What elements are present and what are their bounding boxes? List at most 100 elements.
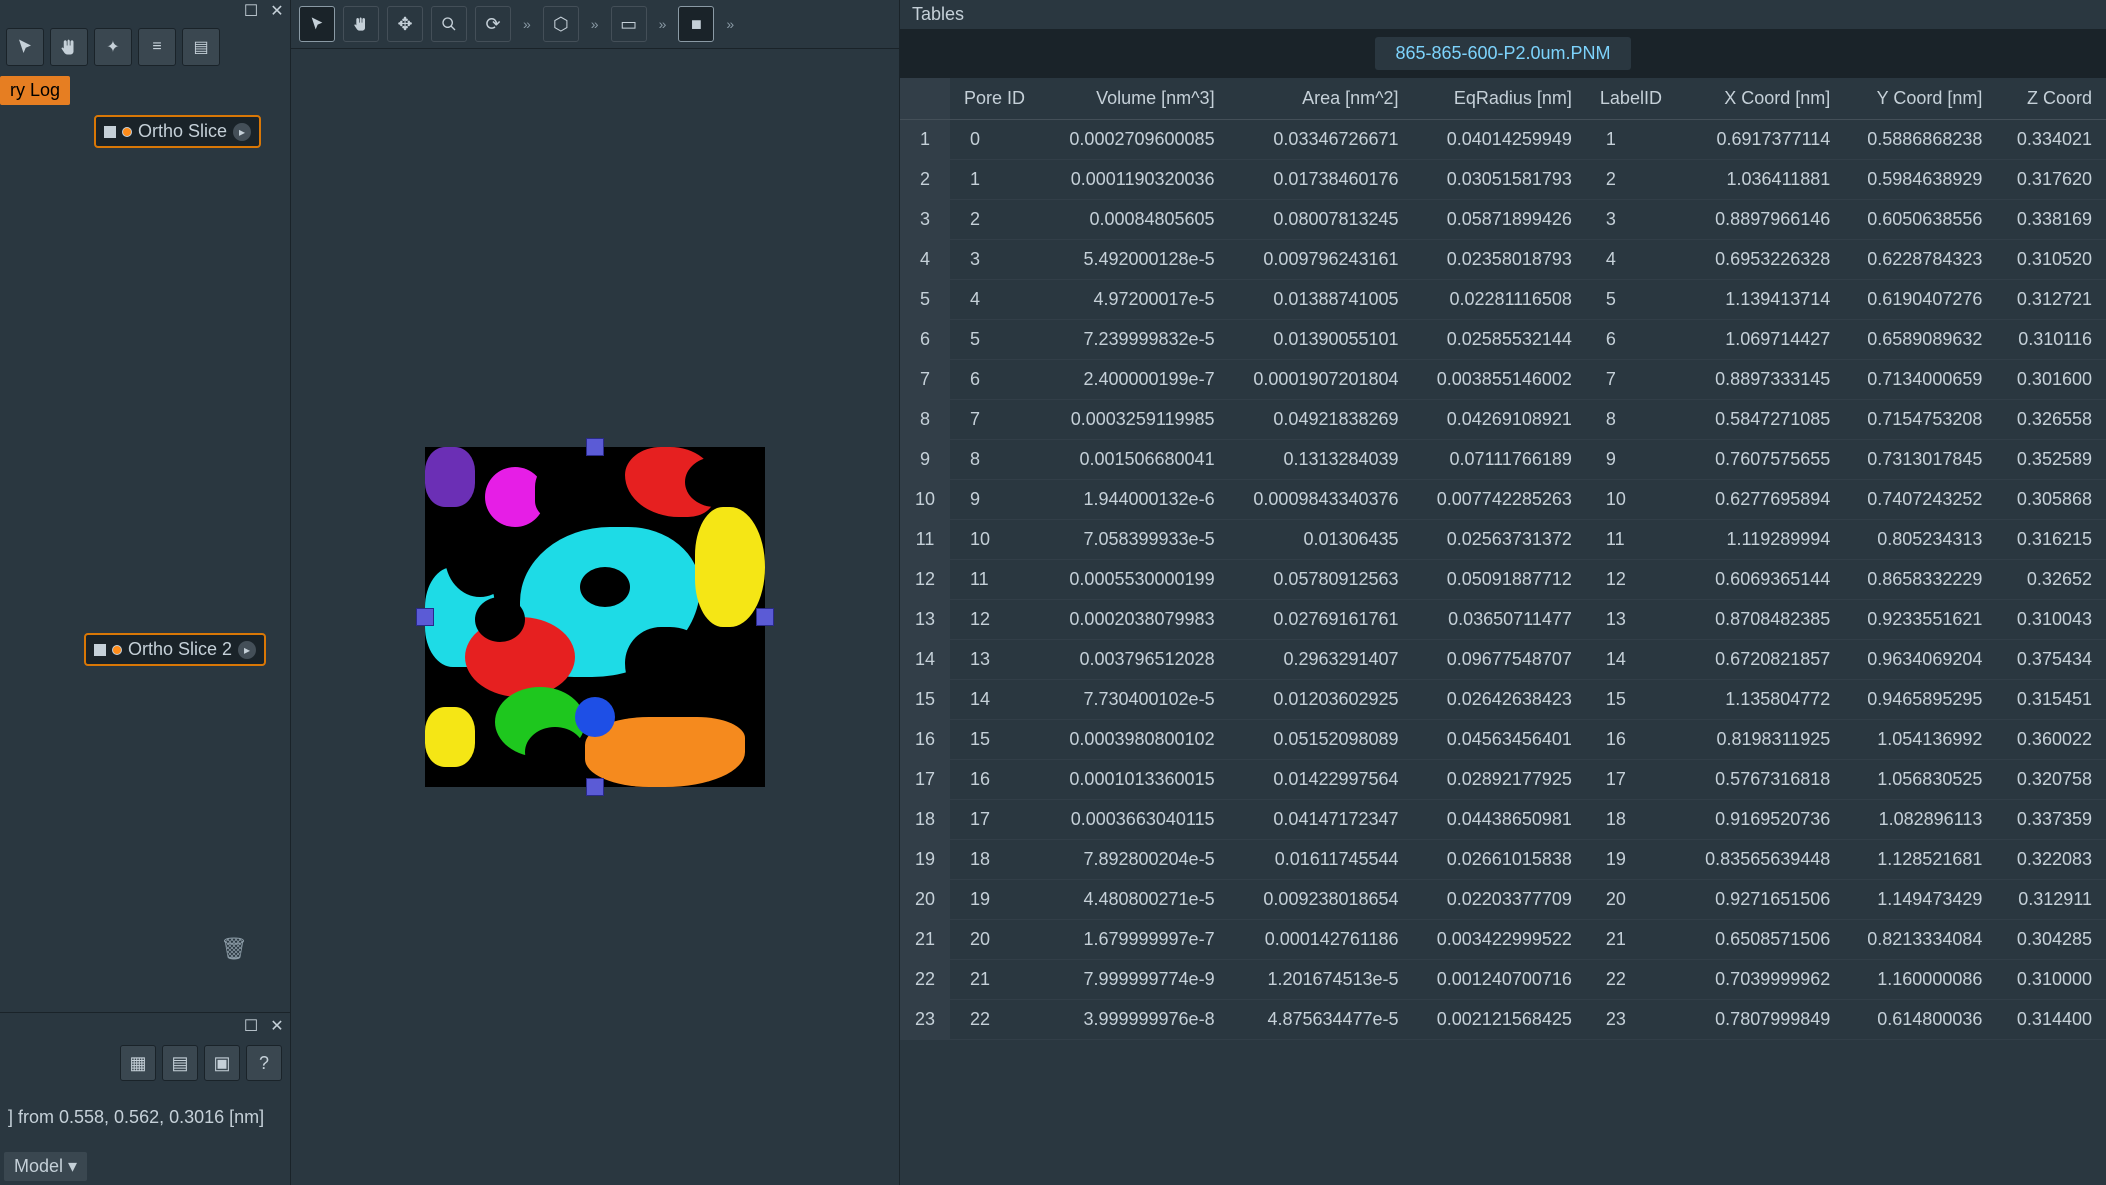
card-view-icon[interactable]: ▣	[204, 1045, 240, 1081]
table-cell: 0.5767316818	[1682, 760, 1845, 800]
data-table-scroll[interactable]: Pore IDVolume [nm^3]Area [nm^2]EqRadius …	[900, 78, 2106, 1185]
tables-tab[interactable]: Tables	[900, 0, 2106, 29]
help-icon[interactable]: ?	[246, 1045, 282, 1081]
table-row[interactable]: 320.000848056050.080078132450.0587189942…	[900, 200, 2106, 240]
table-row[interactable]: 22217.999999774e-91.201674513e-50.001240…	[900, 960, 2106, 1000]
table-row[interactable]: 20194.480800271e-50.0092380186540.022033…	[900, 880, 2106, 920]
table-row[interactable]: 13120.00020380799830.027691617610.036507…	[900, 600, 2106, 640]
table-cell: 0.003796512028	[1045, 640, 1229, 680]
resize-handle-left[interactable]	[416, 608, 434, 626]
node-expand-icon[interactable]: ▸	[238, 641, 256, 659]
table-cell: 7.999999774e-9	[1045, 960, 1229, 1000]
toolbar-expand-icon[interactable]: »	[655, 16, 671, 32]
model-dropdown[interactable]: Model ▾	[4, 1152, 87, 1181]
toolbar-expand-icon[interactable]: »	[722, 16, 738, 32]
table-row[interactable]: 15147.730400102e-50.012036029250.0264263…	[900, 680, 2106, 720]
table-row[interactable]: 657.239999832e-50.013900551010.025855321…	[900, 320, 2106, 360]
table-row[interactable]: 21201.679999997e-70.0001427611860.003422…	[900, 920, 2106, 960]
column-header[interactable]: Area [nm^2]	[1229, 78, 1413, 120]
node-ortho-slice-2[interactable]: Ortho Slice 2 ▸	[84, 633, 266, 666]
table-cell: 0.09677548707	[1413, 640, 1586, 680]
refresh-tool[interactable]: ⟳	[475, 6, 511, 42]
table-row[interactable]: 11107.058399933e-50.013064350.0256373137…	[900, 520, 2106, 560]
table-cell: 0.32652	[1996, 560, 2106, 600]
hand-tool[interactable]	[50, 28, 88, 66]
column-header[interactable]: EqRadius [nm]	[1413, 78, 1586, 120]
column-header[interactable]: Pore ID	[950, 78, 1045, 120]
table-row[interactable]: 100.00027096000850.033467266710.04014259…	[900, 120, 2106, 160]
close-icon[interactable]: ✕	[268, 2, 286, 20]
column-header[interactable]: X Coord [nm]	[1682, 78, 1845, 120]
table-cell: 2	[950, 200, 1045, 240]
table-row[interactable]: 980.0015066800410.13132840390.0711176618…	[900, 440, 2106, 480]
table-cell: 12	[1586, 560, 1682, 600]
layout-tool[interactable]: ▭	[611, 6, 647, 42]
table-row[interactable]: 16150.00039808001020.051520980890.045634…	[900, 720, 2106, 760]
table-row[interactable]: 17160.00010133600150.014229975640.028921…	[900, 760, 2106, 800]
maximize-icon[interactable]: ☐	[242, 1017, 260, 1035]
cube-view-tool[interactable]: ⬡	[543, 6, 579, 42]
close-icon[interactable]: ✕	[268, 1017, 286, 1035]
table-cell: 13	[950, 640, 1045, 680]
table-cell: 0.02281116508	[1413, 280, 1586, 320]
node-expand-icon[interactable]: ▸	[233, 123, 251, 141]
table-cell: 0.305868	[1996, 480, 2106, 520]
column-header[interactable]: LabelID	[1586, 78, 1682, 120]
table-row[interactable]: 762.400000199e-70.00019072018040.0038551…	[900, 360, 2106, 400]
table-row[interactable]: 210.00011903200360.017384601760.03051581…	[900, 160, 2106, 200]
table-cell: 0.05091887712	[1413, 560, 1586, 600]
table-cell: 0.5886868238	[1844, 120, 1996, 160]
grid-view-icon[interactable]: ▦	[120, 1045, 156, 1081]
maximize-icon[interactable]: ☐	[242, 2, 260, 20]
pointer-tool[interactable]	[6, 28, 44, 66]
table-row[interactable]: 544.97200017e-50.013887410050.0228111650…	[900, 280, 2106, 320]
column-header[interactable]: Z Coord	[1996, 78, 2106, 120]
table-cell: 1.128521681	[1844, 840, 1996, 880]
table-cell: 0.007742285263	[1413, 480, 1586, 520]
node-ortho-slice[interactable]: Ortho Slice ▸	[94, 115, 261, 148]
table-row[interactable]: 19187.892800204e-50.016117455440.0266101…	[900, 840, 2106, 880]
column-header[interactable]: Y Coord [nm]	[1844, 78, 1996, 120]
table-cell: 0.7154753208	[1844, 400, 1996, 440]
list-view-icon[interactable]: ▤	[162, 1045, 198, 1081]
sparkle-tool[interactable]: ✦	[94, 28, 132, 66]
table-row[interactable]: 870.00032591199850.049218382690.04269108…	[900, 400, 2106, 440]
table-row[interactable]: 435.492000128e-50.0097962431610.02358018…	[900, 240, 2106, 280]
table-row[interactable]: 18170.00036630401150.041471723470.044386…	[900, 800, 2106, 840]
column-header[interactable]: Volume [nm^3]	[1045, 78, 1229, 120]
table-row[interactable]: 12110.00055300001990.057809125630.050918…	[900, 560, 2106, 600]
list-tool[interactable]: ≡	[138, 28, 176, 66]
table-cell: 19	[900, 840, 950, 880]
fill-tool[interactable]: ■	[678, 6, 714, 42]
toolbar-expand-icon[interactable]: »	[587, 16, 603, 32]
table-file-tab[interactable]: 865-865-600-P2.0um.PNM	[1375, 37, 1630, 70]
visibility-toggle-icon[interactable]	[104, 126, 116, 138]
column-header[interactable]	[900, 78, 950, 120]
table-cell: 0.0003980800102	[1045, 720, 1229, 760]
table-cell: 0.83565639448	[1682, 840, 1845, 880]
toolbar-expand-icon[interactable]: »	[519, 16, 535, 32]
table-cell: 1.082896113	[1844, 800, 1996, 840]
resize-handle-right[interactable]	[756, 608, 774, 626]
table-cell: 0.6277695894	[1682, 480, 1845, 520]
table-cell: 22	[900, 960, 950, 1000]
table-row[interactable]: 23223.999999976e-84.875634477e-50.002121…	[900, 1000, 2106, 1040]
visibility-toggle-icon[interactable]	[94, 644, 106, 656]
table-cell: 21	[900, 920, 950, 960]
pointer-tool[interactable]	[299, 6, 335, 42]
left-sidebar: ☐ ✕ ✦ ≡ ▤ ry Log Ortho Slice ▸ Ortho Sli…	[0, 0, 290, 1185]
table-row[interactable]: 14130.0037965120280.29632914070.09677548…	[900, 640, 2106, 680]
hand-tool[interactable]	[343, 6, 379, 42]
trash-icon[interactable]: 🗑	[220, 936, 248, 962]
ortho-slice-image[interactable]	[425, 447, 765, 787]
resize-handle-bottom[interactable]	[586, 778, 604, 796]
table-cell: 0.0001013360015	[1045, 760, 1229, 800]
table-row[interactable]: 1091.944000132e-60.00098433403760.007742…	[900, 480, 2106, 520]
3d-viewport[interactable]	[291, 49, 899, 1185]
move-tool[interactable]: ✥	[387, 6, 423, 42]
resize-handle-top[interactable]	[586, 438, 604, 456]
zoom-tool[interactable]	[431, 6, 467, 42]
layers-tool[interactable]: ▤	[182, 28, 220, 66]
table-cell: 2	[900, 160, 950, 200]
log-tab[interactable]: ry Log	[0, 76, 70, 105]
